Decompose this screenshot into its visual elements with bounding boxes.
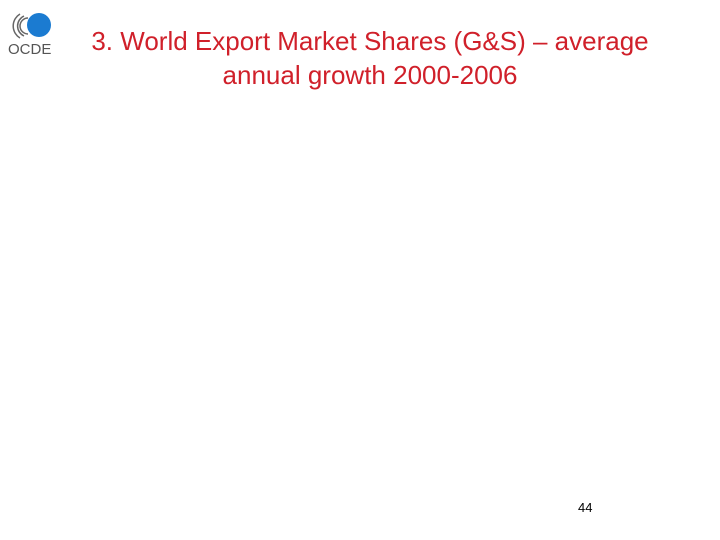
ocde-logo-icon: OCDE (8, 13, 51, 56)
slide-title-line-2: annual growth 2000-2006 (222, 60, 518, 90)
page-number: 44 (578, 500, 593, 515)
svg-text:OCDE: OCDE (8, 41, 51, 56)
slide-title-line-1: 3. World Export Market Shares (G&S) – av… (91, 26, 649, 56)
ocde-logo: OCDE (6, 8, 56, 56)
slide-title: 3. World Export Market Shares (G&S) – av… (40, 24, 700, 92)
